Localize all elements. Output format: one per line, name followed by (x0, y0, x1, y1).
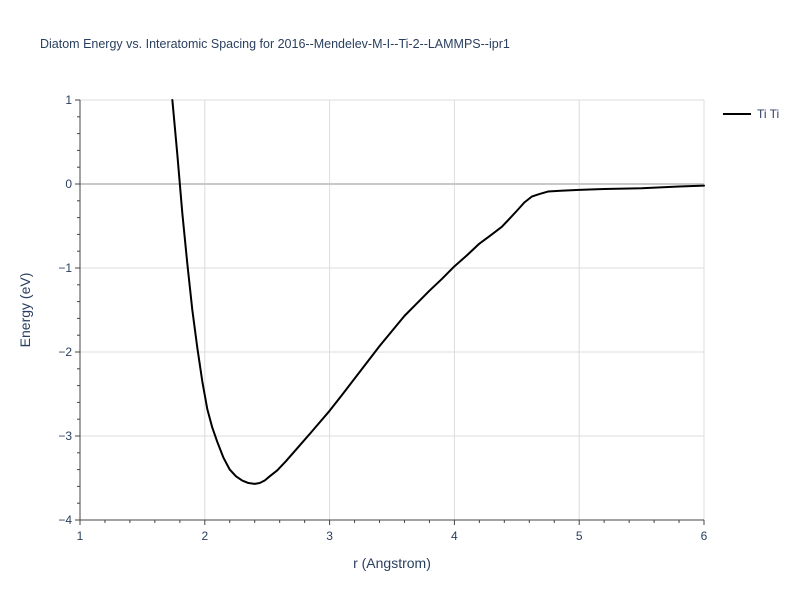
x-axis-title: r (Angstrom) (353, 555, 431, 571)
y-tick-label: 1 (65, 93, 72, 107)
series-layer (171, 99, 705, 485)
x-tick-label: 3 (326, 529, 333, 543)
grid-layer (80, 99, 705, 520)
y-tick-label: −4 (58, 513, 72, 527)
y-tick-label: −2 (58, 345, 72, 359)
y-axis-title: Energy (eV) (17, 273, 33, 348)
legend[interactable]: Ti Ti (723, 107, 779, 121)
x-tick-label: 2 (201, 529, 208, 543)
y-tick-label: −3 (58, 429, 72, 443)
chart-title: Diatom Energy vs. Interatomic Spacing fo… (40, 37, 510, 51)
x-tick-label: 4 (451, 529, 458, 543)
y-tick-label: −1 (58, 261, 72, 275)
legend-label-ti-ti: Ti Ti (757, 107, 779, 121)
axis-layer: 1 2 3 4 5 6 −4 −3 −2 −1 0 1 (58, 93, 707, 543)
y-tick-label: 0 (65, 177, 72, 191)
x-tick-label: 5 (576, 529, 583, 543)
x-tick-label: 6 (701, 529, 708, 543)
series-line-ti-ti[interactable] (171, 99, 705, 485)
x-tick-label: 1 (77, 529, 84, 543)
